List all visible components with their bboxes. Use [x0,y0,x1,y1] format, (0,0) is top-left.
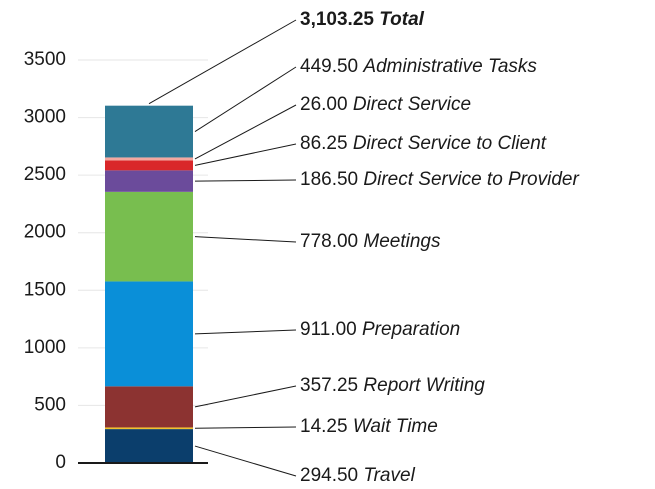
y-tick-label: 500 [34,394,66,415]
data-label: 294.50 Travel [300,465,416,486]
label-value: 911.00 [300,319,357,340]
data-label: 186.50 Direct Service to Provider [300,169,579,190]
label-name: Preparation [362,319,460,340]
leader-line [194,179,297,182]
label-value: 186.50 [300,169,358,190]
bar-segment [105,386,193,428]
data-label: 911.00 Preparation [300,319,460,340]
bar-segment [105,157,193,161]
data-label: 449.50 Administrative Tasks [300,56,537,77]
bar-segment [105,427,193,430]
label-value: 778.00 [300,231,358,252]
bar-segment [105,191,193,282]
bar-segment [105,429,193,463]
bar-segment [105,105,193,158]
data-label: 357.25 Report Writing [300,375,485,396]
data-label: 778.00 Meetings [300,231,441,252]
y-tick-label: 3500 [24,49,66,70]
y-tick-label: 3000 [24,107,66,128]
leader-line [194,104,297,160]
bar-segment [105,281,193,387]
leader-line [194,329,297,335]
label-name: Direct Service to Client [353,133,547,154]
bar-segment [105,160,193,171]
y-tick-label: 0 [55,452,66,473]
label-name: Travel [363,465,415,486]
label-value: 86.25 [300,133,348,154]
label-value: 294.50 [300,465,358,486]
leader-line [194,236,297,243]
total-label: 3,103.25 Total [300,9,425,30]
label-name: Wait Time [353,416,438,437]
y-tick-label: 1500 [24,279,66,300]
y-tick-label: 2000 [24,222,66,243]
data-label: 86.25 Direct Service to Client [300,133,547,154]
label-name: Administrative Tasks [362,56,537,77]
y-tick-label: 2500 [24,164,66,185]
leader-line [194,66,297,132]
data-label: 26.00 Direct Service [300,94,471,115]
label-name: Meetings [363,231,441,252]
data-label: 14.25 Wait Time [300,416,438,437]
leader-line [194,143,297,166]
label-name: Direct Service to Provider [363,169,579,190]
total-value: 3,103.25 [300,9,374,30]
label-name: Direct Service [353,94,471,115]
total-leader-line [148,19,297,105]
leader-line [194,426,297,429]
label-value: 26.00 [300,94,348,115]
y-tick-label: 1000 [24,337,66,358]
label-value: 449.50 [300,56,358,77]
leader-line [194,385,297,408]
leader-line [194,445,297,477]
label-name: Report Writing [363,375,485,396]
total-name: Total [379,9,424,30]
label-value: 14.25 [300,416,348,437]
bar-segment [105,170,193,192]
label-value: 357.25 [300,375,358,396]
